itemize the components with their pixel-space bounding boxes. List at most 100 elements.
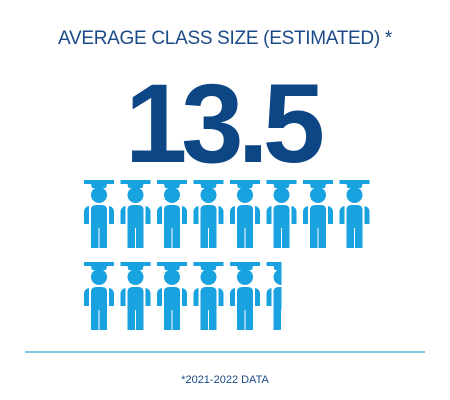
cap-base	[91, 184, 107, 188]
arm	[218, 288, 224, 306]
arm	[145, 288, 151, 306]
head	[127, 187, 144, 203]
person-icon	[120, 262, 151, 330]
cap	[266, 180, 297, 184]
arm	[109, 206, 114, 224]
cap-base	[237, 266, 253, 270]
footnote: *2021-2022 DATA	[181, 374, 269, 386]
big-value: 13.5	[125, 61, 323, 186]
arm	[120, 288, 126, 306]
person-icon	[303, 180, 333, 248]
head	[273, 187, 290, 203]
leg	[318, 228, 326, 248]
leg	[127, 228, 135, 248]
arm	[255, 288, 260, 306]
arm	[84, 288, 89, 306]
leg	[282, 310, 290, 330]
arm	[266, 206, 272, 224]
leg	[273, 228, 281, 248]
leg	[237, 228, 245, 248]
body	[200, 205, 217, 228]
arm	[292, 288, 297, 306]
leg	[136, 228, 144, 248]
body	[164, 205, 180, 228]
arm	[218, 206, 224, 224]
person-icon	[230, 180, 260, 248]
arm	[255, 206, 260, 224]
leg	[91, 310, 99, 330]
cap	[157, 262, 187, 266]
person-icon	[339, 180, 370, 248]
cap-base	[310, 184, 326, 188]
leg	[172, 228, 180, 248]
body	[91, 287, 107, 310]
person-icon	[193, 262, 224, 330]
leg	[99, 228, 107, 248]
arm	[84, 206, 89, 224]
cap-base	[200, 266, 217, 270]
arm	[193, 206, 199, 224]
body	[273, 205, 290, 228]
leg	[136, 310, 144, 330]
cap	[230, 180, 260, 184]
cap	[84, 180, 114, 184]
leg	[282, 228, 290, 248]
arm	[120, 206, 126, 224]
arm	[303, 206, 308, 224]
cap-base	[237, 184, 253, 188]
leg	[200, 228, 208, 248]
leg	[91, 228, 99, 248]
cap	[230, 262, 260, 266]
head	[237, 187, 253, 203]
chart-title: AVERAGE CLASS SIZE (ESTIMATED) *	[58, 28, 393, 49]
leg	[245, 310, 253, 330]
person-icon	[266, 180, 297, 248]
cap-base	[273, 266, 282, 270]
arm	[193, 288, 199, 306]
person-icon	[193, 180, 224, 248]
cap-base	[164, 184, 180, 188]
arm	[364, 206, 370, 224]
cap	[193, 180, 224, 184]
head	[273, 269, 282, 285]
leg	[127, 310, 135, 330]
arm	[230, 288, 235, 306]
cap	[266, 262, 282, 266]
cap-base	[164, 266, 180, 270]
cap-base	[200, 184, 217, 188]
leg	[99, 310, 107, 330]
person-icon	[157, 262, 187, 330]
arm	[230, 206, 235, 224]
arm	[291, 206, 297, 224]
person-icon	[157, 180, 187, 248]
body	[237, 205, 253, 228]
leg	[355, 228, 363, 248]
leg	[310, 228, 318, 248]
head	[164, 187, 180, 203]
leg	[209, 310, 217, 330]
arm	[182, 206, 187, 224]
head	[346, 187, 363, 203]
cap-base	[127, 266, 144, 270]
head	[200, 187, 217, 203]
arm	[339, 206, 345, 224]
body	[273, 287, 282, 310]
leg	[245, 228, 253, 248]
person-icon	[266, 262, 297, 330]
head	[200, 269, 217, 285]
head	[91, 269, 107, 285]
leg	[346, 228, 354, 248]
leg	[200, 310, 208, 330]
head	[127, 269, 144, 285]
body	[91, 205, 107, 228]
body	[200, 287, 217, 310]
head	[237, 269, 253, 285]
arm	[182, 288, 187, 306]
head	[91, 187, 107, 203]
body	[346, 205, 363, 228]
leg	[164, 310, 172, 330]
person-icon	[230, 262, 260, 330]
arm	[157, 206, 162, 224]
leg	[209, 228, 217, 248]
